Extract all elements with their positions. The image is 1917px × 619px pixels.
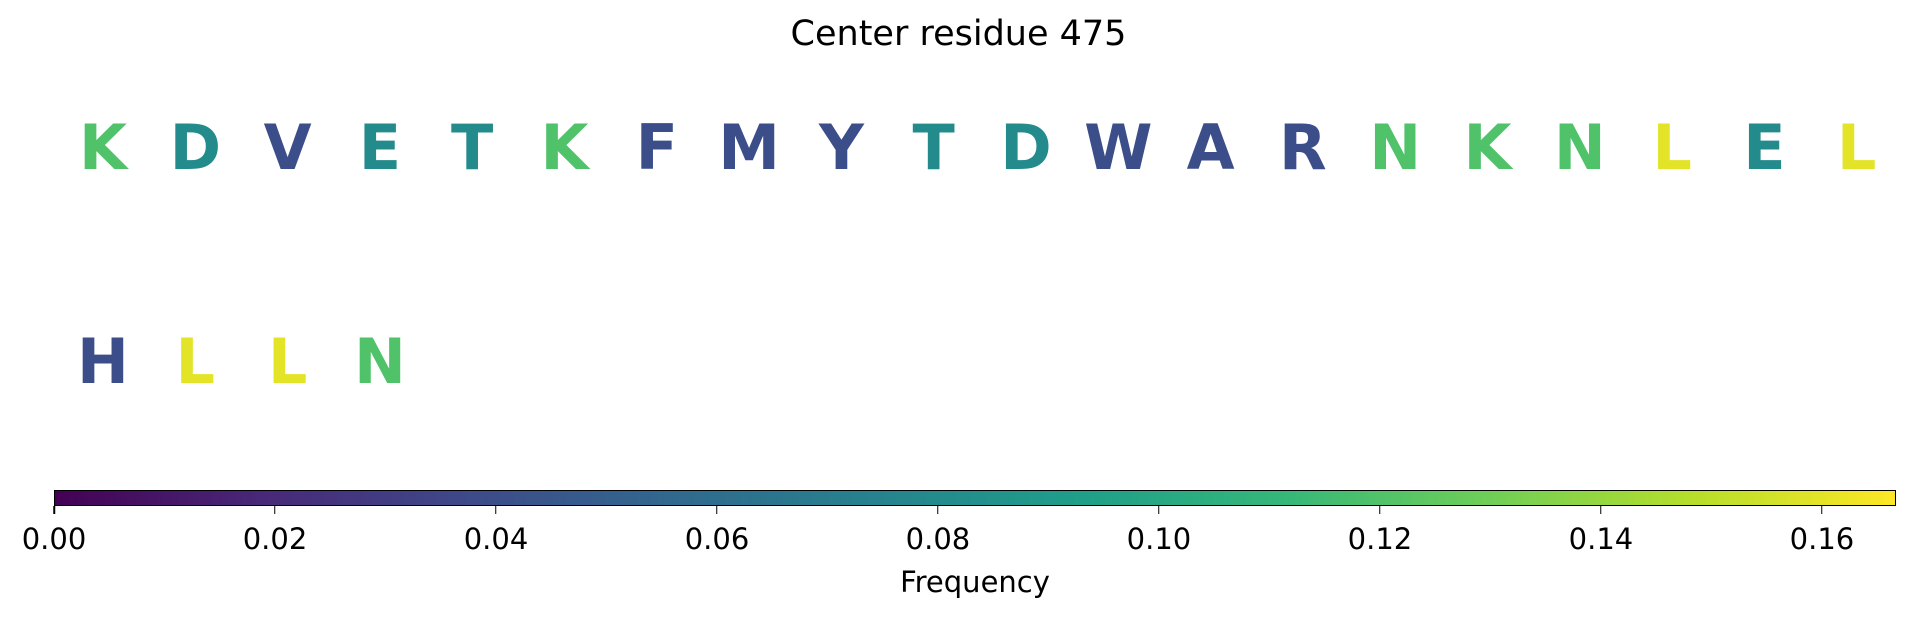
residue-letter: A — [1186, 111, 1235, 184]
colorbar-tick-label: 0.14 — [1568, 522, 1634, 556]
residue-letter: T — [912, 111, 955, 184]
colorbar-tick-label: 0.08 — [905, 522, 971, 556]
residue-letter: N — [1369, 111, 1422, 184]
colorbar-tick-mark — [274, 506, 276, 514]
residue-letter: E — [1743, 111, 1786, 184]
colorbar-tick-label: 0.02 — [242, 522, 308, 556]
colorbar-tick-label: 0.00 — [21, 522, 87, 556]
residue-letter: D — [169, 111, 222, 184]
colorbar-label: Frequency — [900, 565, 1050, 599]
residue-letter: W — [1084, 111, 1153, 184]
colorbar-tick-label: 0.06 — [684, 522, 750, 556]
residue-letter: K — [540, 111, 589, 184]
residue-letter: L — [1652, 111, 1692, 184]
residue-letter: N — [353, 325, 406, 398]
colorbar-tick-label: 0.16 — [1789, 522, 1855, 556]
colorbar-tick-mark — [53, 506, 55, 514]
colorbar-tick-mark — [495, 506, 497, 514]
colorbar-tick-label: 0.12 — [1347, 522, 1413, 556]
residue-letter: M — [718, 111, 780, 184]
colorbar-tick-mark — [1379, 506, 1381, 514]
residue-letter: Y — [818, 111, 864, 184]
residue-letter: L — [175, 325, 216, 398]
colorbar-tick-mark — [716, 506, 718, 514]
colorbar-tick-label: 0.04 — [463, 522, 529, 556]
residue-letter: L — [1836, 111, 1877, 184]
colorbar-tick-mark — [1821, 506, 1823, 514]
colorbar-tick-mark — [937, 506, 939, 514]
residue-letter: H — [77, 325, 129, 398]
colorbar — [54, 490, 1896, 506]
residue-letter: L — [267, 325, 308, 398]
chart-title: Center residue 475 — [790, 14, 1127, 54]
residue-letter: N — [1553, 111, 1606, 184]
residue-letter: R — [1279, 111, 1327, 184]
residue-letter: K — [78, 111, 128, 184]
residue-letter: F — [635, 111, 678, 184]
colorbar-tick-label: 0.10 — [1126, 522, 1192, 556]
residue-letter: V — [263, 111, 312, 184]
colorbar-tick-mark — [1158, 506, 1160, 514]
residue-letter: D — [1000, 111, 1052, 184]
residue-letter: K — [1463, 111, 1512, 184]
residue-letter: T — [451, 111, 494, 184]
colorbar-tick-mark — [1600, 506, 1602, 514]
residue-letter: E — [358, 111, 402, 184]
